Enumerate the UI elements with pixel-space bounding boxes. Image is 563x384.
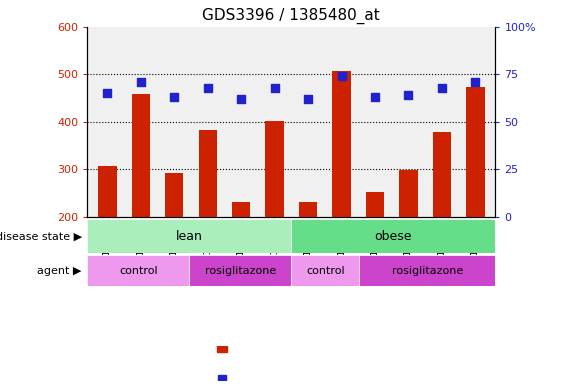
Text: rosiglitazone: rosiglitazone <box>392 266 463 276</box>
Bar <box>466 87 485 217</box>
Text: control: control <box>119 266 158 276</box>
Bar <box>189 255 292 286</box>
Bar <box>332 71 351 217</box>
Bar <box>292 255 359 286</box>
Bar <box>433 132 451 217</box>
Title: GDS3396 / 1385480_at: GDS3396 / 1385480_at <box>203 8 380 24</box>
Bar <box>232 202 251 217</box>
Text: obese: obese <box>374 230 412 243</box>
Bar <box>132 94 150 217</box>
Text: agent ▶: agent ▶ <box>37 266 82 276</box>
Point <box>370 94 379 100</box>
Point <box>170 94 179 100</box>
Bar <box>87 219 292 253</box>
Point <box>236 96 245 102</box>
Point <box>270 84 279 91</box>
Text: lean: lean <box>176 230 203 243</box>
Text: disease state ▶: disease state ▶ <box>0 231 82 241</box>
Bar <box>292 219 495 253</box>
Point <box>437 84 446 91</box>
Point <box>471 79 480 85</box>
Bar <box>87 255 189 286</box>
Point <box>103 90 112 96</box>
Point <box>136 79 145 85</box>
Bar <box>366 192 384 217</box>
Point <box>303 96 312 102</box>
Bar <box>98 166 117 217</box>
Bar <box>165 173 184 217</box>
Point <box>203 84 212 91</box>
Bar <box>299 202 318 217</box>
Bar <box>399 170 418 217</box>
Text: control: control <box>306 266 345 276</box>
Point <box>337 73 346 79</box>
Point <box>404 92 413 98</box>
Text: rosiglitazone: rosiglitazone <box>205 266 276 276</box>
Bar <box>265 121 284 217</box>
Bar <box>199 129 217 217</box>
Bar <box>359 255 495 286</box>
